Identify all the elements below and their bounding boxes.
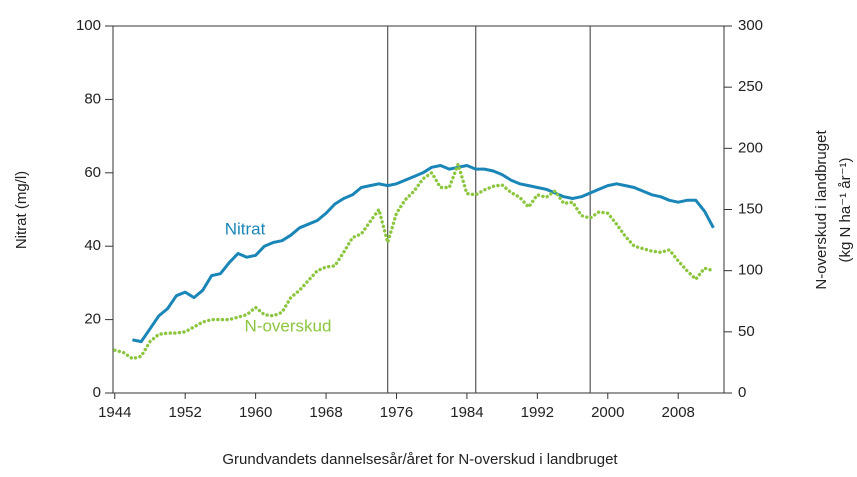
series-line <box>113 162 716 361</box>
plot-frame <box>112 25 725 394</box>
y2-tick-label: 150 <box>738 200 763 217</box>
y-tick-label: 40 <box>84 237 101 254</box>
y2-tick-label: 0 <box>738 384 746 401</box>
x-tick-label: 1952 <box>169 404 202 421</box>
x-tick-label: 2000 <box>591 404 624 421</box>
y2-tick-label: 50 <box>738 323 755 340</box>
x-tick-label: 1960 <box>239 404 272 421</box>
y-axis-title: Nitrat (mg/l) <box>13 171 30 249</box>
x-tick-label: 1984 <box>450 404 483 421</box>
y2-axis-title: N-overskud i landbruget <box>813 130 830 290</box>
y-tick-label: 20 <box>84 311 101 328</box>
series-label: Nitrat <box>225 219 266 238</box>
y2-tick-label: 250 <box>738 78 763 95</box>
y-tick-label: 60 <box>84 164 101 181</box>
series-label: N-overskud <box>245 316 332 335</box>
y2-tick-label: 200 <box>738 139 763 156</box>
x-tick-label: 1992 <box>521 404 554 421</box>
y2-tick-label: 300 <box>738 17 763 34</box>
y2-tick-label: 100 <box>738 262 763 279</box>
x-tick-label: 1968 <box>309 404 342 421</box>
y-tick-label: 0 <box>93 384 101 401</box>
y2-axis-title: (kg N ha⁻¹ år⁻¹) <box>837 157 854 262</box>
x-tick-label: 1976 <box>380 404 413 421</box>
y-tick-label: 100 <box>76 17 101 34</box>
series-line <box>132 164 715 344</box>
x-tick-label: 1944 <box>98 404 131 421</box>
y-tick-label: 80 <box>84 90 101 107</box>
x-axis-title: Grundvandets dannelsesår/året for N-over… <box>222 451 618 468</box>
x-tick-label: 2008 <box>662 404 695 421</box>
